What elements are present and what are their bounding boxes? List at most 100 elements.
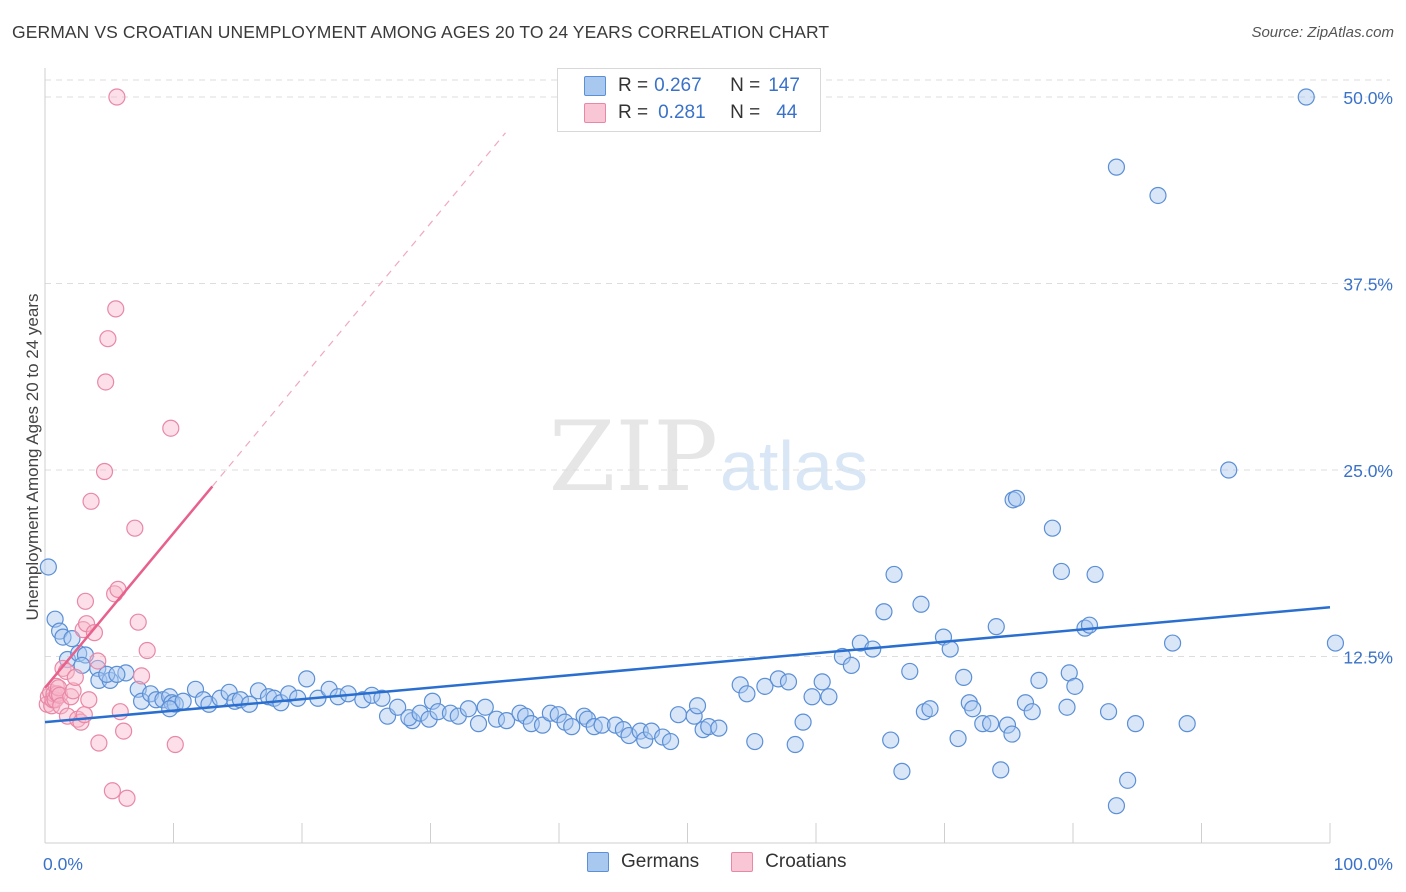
point-germans	[794, 713, 812, 731]
source-label: Source: ZipAtlas.com	[1251, 24, 1394, 41]
point-germans	[108, 665, 126, 684]
point-germans	[1107, 797, 1126, 815]
point-croatians	[80, 691, 98, 709]
y-tick-label: 25.0%	[1343, 461, 1393, 481]
point-germans	[921, 700, 939, 718]
point-germans	[411, 704, 429, 722]
point-croatians	[85, 624, 104, 642]
point-germans	[710, 719, 728, 737]
point-croatians	[82, 492, 100, 510]
croatians-swatch	[584, 103, 606, 123]
point-germans	[688, 697, 707, 715]
point-germans	[746, 732, 764, 751]
point-germans	[912, 595, 930, 613]
point-germans	[373, 689, 391, 707]
point-germans	[779, 673, 798, 691]
y-tick-label: 37.5%	[1343, 275, 1393, 295]
n-label: N =	[730, 102, 761, 123]
point-germans	[885, 565, 903, 584]
point-croatians	[90, 734, 108, 752]
point-germans	[813, 673, 831, 691]
point-germans	[423, 692, 442, 710]
point-germans	[606, 716, 625, 734]
n-value: 147	[768, 75, 800, 96]
legend-item-croatians[interactable]: Croatians	[731, 851, 846, 873]
point-germans	[1043, 519, 1062, 537]
point-germans	[1066, 677, 1084, 695]
point-germans	[833, 647, 851, 666]
germans-swatch	[587, 852, 609, 872]
point-germans	[497, 712, 516, 730]
point-germans	[987, 618, 1005, 636]
point-germans	[563, 718, 581, 736]
point-germans	[786, 735, 804, 754]
point-germans	[459, 700, 478, 718]
point-germans	[469, 715, 488, 733]
point-germans	[803, 688, 821, 706]
point-germans	[1058, 698, 1076, 716]
point-germans	[363, 686, 381, 704]
point-germans	[769, 670, 787, 688]
r-value: 0.267	[654, 75, 702, 96]
point-croatians	[138, 641, 156, 660]
point-germans	[400, 709, 418, 727]
y-tick-label: 12.5%	[1343, 648, 1393, 668]
point-croatians	[76, 592, 95, 610]
point-germans	[476, 698, 494, 716]
watermark-atlas: atlas	[720, 427, 868, 505]
watermark-zip: ZIP	[549, 401, 718, 513]
point-germans	[875, 603, 893, 621]
point-germans	[992, 761, 1010, 779]
point-germans	[636, 731, 654, 749]
point-germans	[842, 656, 860, 675]
point-germans	[998, 716, 1017, 734]
point-germans	[685, 707, 703, 725]
point-germans	[280, 685, 298, 703]
point-germans	[661, 732, 680, 751]
stats-legend: R = 0.267 N = 147 R = 0.281 N = 44	[557, 68, 821, 132]
point-croatians	[103, 782, 121, 800]
point-croatians	[132, 667, 151, 685]
point-germans	[882, 731, 900, 749]
point-germans	[669, 706, 688, 724]
r-label: R =	[618, 102, 649, 123]
point-germans	[955, 668, 973, 686]
germans-swatch	[584, 76, 606, 96]
point-croatians	[66, 668, 84, 686]
point-germans	[949, 729, 967, 748]
point-croatians	[111, 703, 129, 721]
x-tick-label: 0.0%	[43, 854, 83, 874]
point-germans	[820, 688, 838, 706]
legend-row-germans: R = 0.267 N = 147	[584, 74, 800, 98]
point-croatians	[89, 652, 107, 670]
point-germans	[901, 662, 919, 681]
point-germans	[1023, 703, 1041, 721]
point-germans	[620, 726, 638, 745]
point-germans	[1163, 634, 1182, 652]
point-germans	[1016, 694, 1035, 712]
point-croatians	[166, 735, 184, 754]
point-germans	[298, 670, 316, 688]
point-germans	[1220, 461, 1238, 479]
point-germans	[1126, 715, 1145, 733]
point-germans	[249, 682, 267, 700]
point-germans	[429, 703, 447, 721]
trendline-croatians-extension	[211, 132, 506, 487]
point-germans	[1326, 634, 1345, 652]
point-germans	[982, 715, 1000, 733]
point-croatians	[129, 613, 147, 631]
point-germans	[1099, 703, 1118, 721]
point-germans	[1297, 88, 1315, 106]
point-croatians	[97, 373, 115, 391]
legend-label-germans: Germans	[621, 851, 700, 872]
point-germans	[354, 691, 372, 709]
chart-title: GERMAN VS CROATIAN UNEMPLOYMENT AMONG AG…	[12, 22, 830, 42]
point-germans	[756, 677, 774, 695]
point-germans	[1003, 725, 1021, 743]
point-germans	[654, 728, 672, 746]
point-germans	[39, 558, 57, 576]
legend-item-germans[interactable]: Germans	[587, 851, 699, 873]
point-germans	[1080, 616, 1099, 634]
point-germans	[174, 692, 192, 710]
